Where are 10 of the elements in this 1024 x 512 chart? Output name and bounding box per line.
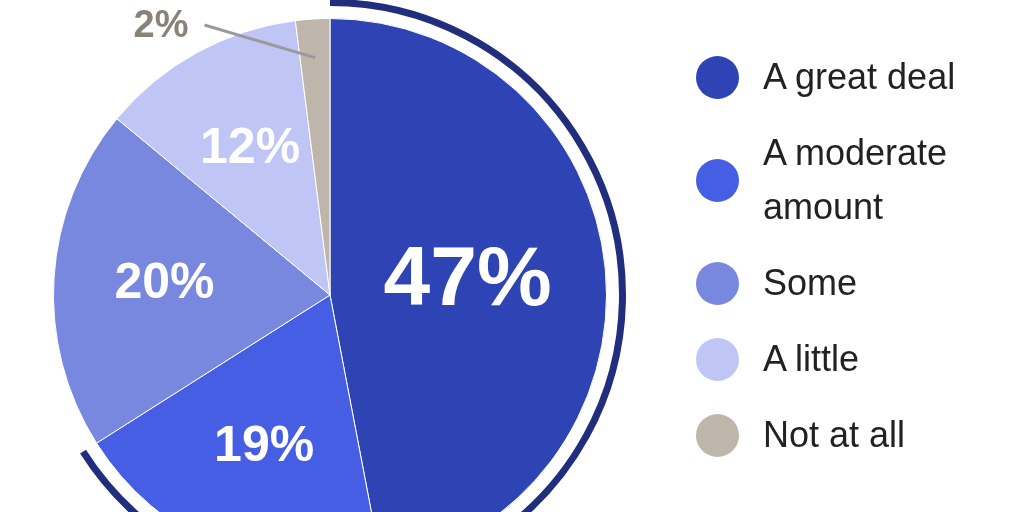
legend-label: Some xyxy=(763,261,858,305)
legend-label: Not at all xyxy=(763,413,906,457)
data-label: 20% xyxy=(114,253,215,310)
data-label: 47% xyxy=(383,229,552,324)
data-label: 19% xyxy=(214,416,315,473)
legend-label: A little xyxy=(763,337,860,381)
legend-label: A moderate amount xyxy=(763,131,949,229)
legend-label: A great deal xyxy=(763,55,956,99)
data-label: 12% xyxy=(200,118,301,175)
data-label: 2% xyxy=(133,2,189,45)
